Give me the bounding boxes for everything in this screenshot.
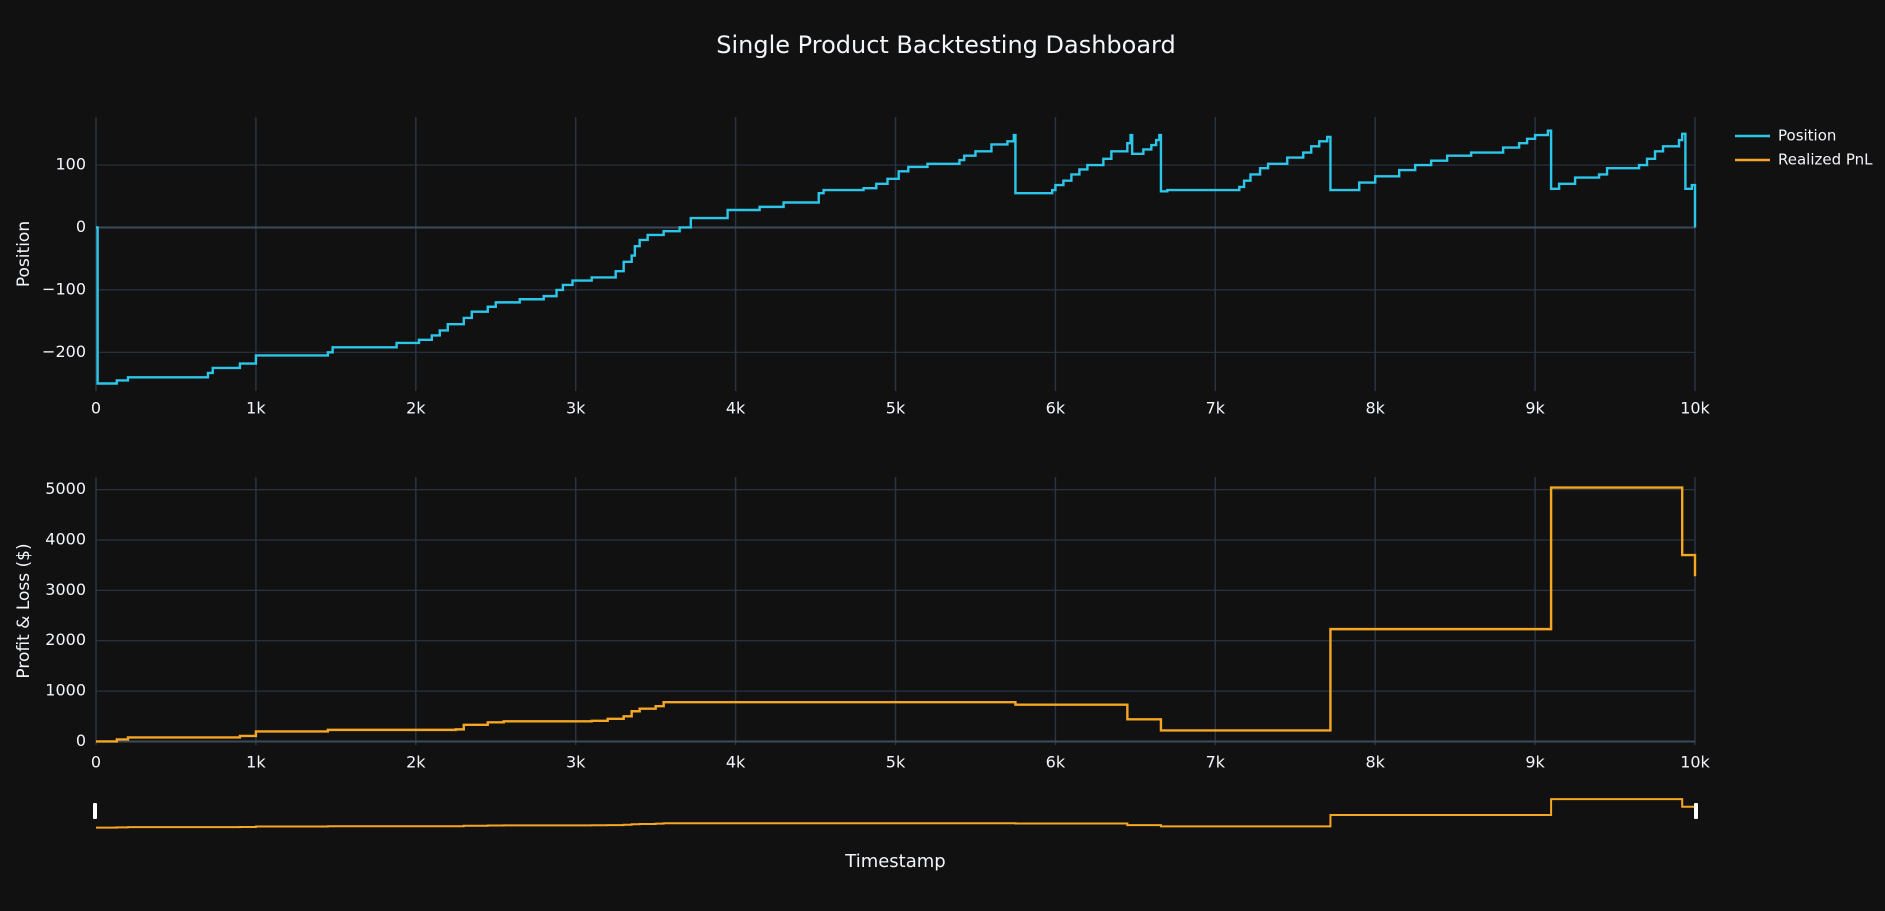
y-tick-label: 0 — [76, 731, 86, 750]
legend-label[interactable]: Realized PnL — [1778, 151, 1873, 169]
y-tick-label: 1000 — [45, 681, 86, 700]
x-axis-label: Timestamp — [844, 851, 945, 872]
y-tick-label: 100 — [55, 155, 86, 174]
y-tick-label: 4000 — [45, 529, 86, 548]
x-tick-label: 8k — [1365, 753, 1385, 772]
range-slider-handle-right[interactable] — [1694, 803, 1698, 819]
x-tick-label: 1k — [246, 399, 266, 418]
series-line — [96, 486, 1697, 743]
x-tick-label: 5k — [886, 753, 906, 772]
x-tick-label: 4k — [726, 753, 746, 772]
x-tick-label: 3k — [566, 399, 586, 418]
x-tick-label: 0 — [91, 399, 101, 418]
legend-label[interactable]: Position — [1778, 127, 1836, 145]
y-tick-label: −200 — [42, 342, 86, 361]
chart-title: Single Product Backtesting Dashboard — [716, 31, 1175, 59]
x-tick-label: 2k — [406, 753, 426, 772]
x-tick-label: 1k — [246, 753, 266, 772]
x-tick-label: 8k — [1365, 399, 1385, 418]
x-tick-label: 10k — [1680, 753, 1710, 772]
y-tick-label: 5000 — [45, 479, 86, 498]
x-tick-label: 6k — [1046, 753, 1066, 772]
series-line — [96, 129, 1697, 385]
y-tick-label: 0 — [76, 217, 86, 236]
x-tick-label: 10k — [1680, 399, 1710, 418]
y-tick-label: 2000 — [45, 630, 86, 649]
x-tick-label: 2k — [406, 399, 426, 418]
range-slider[interactable] — [96, 796, 1695, 830]
y-tick-label: 3000 — [45, 580, 86, 599]
y-axis-label: Position — [14, 221, 34, 287]
x-tick-label: 6k — [1046, 399, 1066, 418]
x-tick-label: 5k — [886, 399, 906, 418]
range-slider-handle-left[interactable] — [93, 803, 97, 819]
x-tick-label: 3k — [566, 753, 586, 772]
x-tick-label: 9k — [1525, 753, 1545, 772]
range-slider-line — [96, 798, 1696, 829]
x-tick-label: 7k — [1206, 399, 1226, 418]
x-tick-label: 0 — [91, 753, 101, 772]
y-axis-label: Profit & Loss ($) — [14, 543, 34, 678]
x-tick-label: 7k — [1206, 753, 1226, 772]
y-tick-label: −100 — [42, 279, 86, 298]
x-tick-label: 9k — [1525, 399, 1545, 418]
x-tick-label: 4k — [726, 399, 746, 418]
